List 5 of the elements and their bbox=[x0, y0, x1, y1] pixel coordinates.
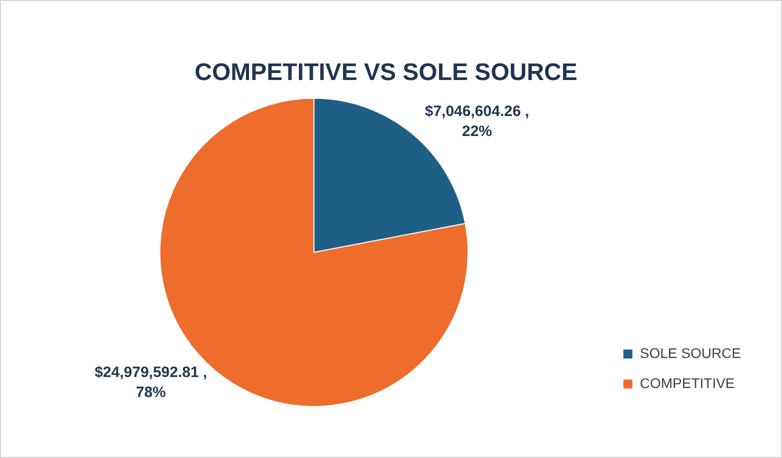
data-label: $7,046,604.26 , 22% bbox=[424, 102, 530, 140]
chart-title: COMPETITIVE VS SOLE SOURCE bbox=[194, 59, 578, 86]
data-label: $24,979,592.81 , 78% bbox=[94, 364, 208, 402]
legend-label: COMPETITIVE bbox=[640, 374, 735, 391]
legend-label: SOLE SOURCE bbox=[640, 344, 742, 361]
